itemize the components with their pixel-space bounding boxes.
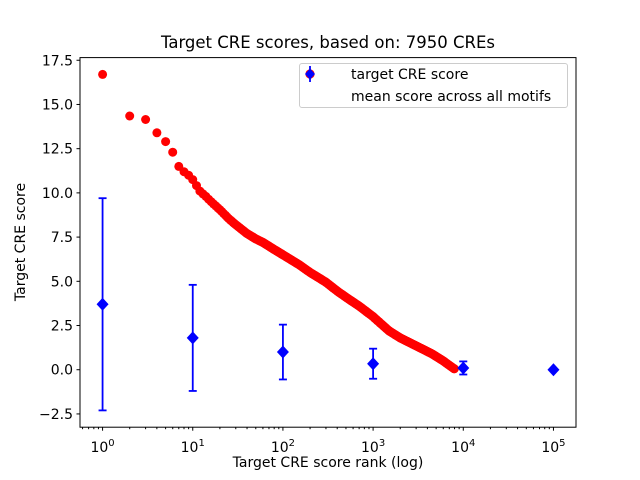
legend-item-target-cre-score: target CRE score (305, 65, 567, 85)
y-tick-label: 0.0 (51, 363, 73, 379)
legend-item-mean-score: mean score across all motifs (305, 66, 567, 107)
y-tick-label: 17.5 (42, 53, 73, 69)
x-tick-label: 101 (181, 438, 205, 456)
y-tick-label: 12.5 (42, 142, 73, 158)
tick-labels: 100 101 102 103 104 105 17.5 15.0 12.5 10.0 7.5 5.0… (39, 53, 566, 456)
x-axis-label: Target CRE score rank (log) (232, 455, 424, 471)
x-tick-label: 105 (541, 438, 565, 456)
legend-item-label: mean score across all motifs (351, 88, 552, 105)
mean-score-series (96, 197, 560, 412)
y-tick-label: 5.0 (51, 274, 73, 290)
y-tick-label: −2.5 (39, 407, 73, 423)
y-tick-label: 10.0 (42, 186, 73, 202)
x-tick-label: 100 (90, 438, 114, 456)
legend: target CRE score mean score across all m… (299, 63, 568, 108)
x-tick-label: 102 (271, 438, 295, 456)
plot-area-border (79, 57, 577, 428)
y-tick-label: 7.5 (51, 230, 73, 246)
x-tick-label: 104 (451, 438, 475, 456)
y-tick-label: 2.5 (51, 319, 73, 335)
y-axis-label: Target CRE score (13, 182, 29, 302)
chart-title: Target CRE scores, based on: 7950 CREs (160, 33, 496, 52)
blue-diamond-errorbar-icon (305, 66, 340, 107)
x-tick-label: 103 (361, 438, 385, 456)
legend-item-label: target CRE score (351, 66, 469, 83)
axis-ticks (76, 59, 554, 431)
y-tick-label: 15.0 (42, 97, 73, 113)
target-cre-score-series (98, 69, 459, 374)
